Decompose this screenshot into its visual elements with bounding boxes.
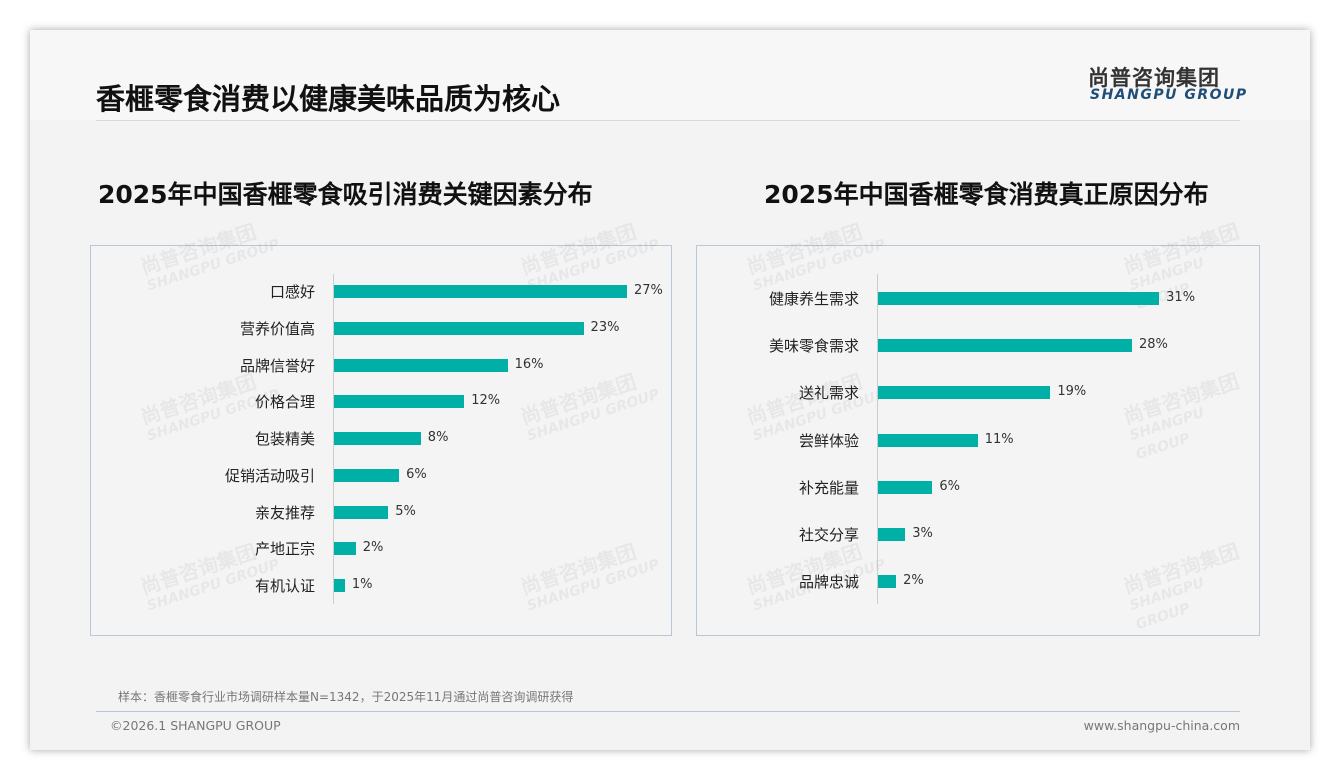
chart-title-left: 2025年中国香榧零食吸引消费关键因素分布 bbox=[98, 180, 593, 209]
watermark: 尚普咨询集团 SHANGPU GROUP bbox=[137, 219, 282, 295]
category-label: 送礼需求 bbox=[798, 384, 859, 403]
slide: 香榧零食消费以健康美味品质为核心 尚普咨询集团 SHANGPU GROUP 20… bbox=[30, 30, 1310, 750]
category-label: 尝鲜体验 bbox=[798, 431, 859, 450]
data-label: 8% bbox=[427, 430, 449, 445]
data-label: 5% bbox=[395, 503, 416, 519]
bar bbox=[334, 285, 627, 298]
data-label: 1% bbox=[351, 577, 373, 592]
category-label: 健康养生需求 bbox=[768, 290, 859, 308]
logo-en: SHANGPU GROUP bbox=[1090, 87, 1248, 103]
bar bbox=[334, 321, 584, 335]
watermark: 尚普咨询集团 SHANGPU GROUP bbox=[1120, 368, 1242, 464]
category-label: 补充能量 bbox=[798, 478, 859, 497]
y-axis bbox=[333, 274, 334, 604]
bar bbox=[878, 575, 897, 589]
data-label: 2% bbox=[362, 540, 384, 556]
copyright: ©2026.1 SHANGPU GROUP bbox=[110, 718, 281, 733]
category-label: 价格合理 bbox=[254, 393, 315, 412]
footer-divider bbox=[96, 711, 1240, 712]
category-label: 有机认证 bbox=[254, 577, 315, 595]
category-label: 包装精美 bbox=[254, 430, 315, 448]
data-label: 11% bbox=[984, 431, 1014, 447]
page-title: 香榧零食消费以健康美味品质为核心 bbox=[96, 82, 561, 116]
category-label: 产地正宗 bbox=[254, 540, 315, 559]
bar bbox=[334, 358, 508, 372]
watermark: 尚普咨询集团 SHANGPU GROUP bbox=[743, 219, 888, 295]
bar bbox=[334, 395, 465, 409]
bar bbox=[878, 480, 933, 494]
category-label: 品牌信誉好 bbox=[239, 356, 315, 375]
chart-panel-left: 尚普咨询集团 SHANGPU GROUP 尚普咨询集团 SHANGPU GROUP 尚普… bbox=[90, 219, 672, 636]
data-label: 27% bbox=[633, 283, 663, 298]
bar bbox=[878, 386, 1051, 400]
data-label: 16% bbox=[514, 356, 544, 372]
watermark: 尚普咨询集团 SHANGPU GROUP bbox=[1120, 538, 1242, 634]
bar bbox=[334, 579, 345, 592]
data-label: 12% bbox=[471, 393, 501, 409]
bar bbox=[878, 433, 978, 447]
category-label: 亲友推荐 bbox=[254, 503, 315, 522]
data-label: 6% bbox=[939, 478, 961, 494]
data-label: 31% bbox=[1166, 290, 1196, 305]
category-label: 美味零食需求 bbox=[768, 337, 859, 356]
category-label: 社交分享 bbox=[798, 526, 859, 544]
bar bbox=[334, 468, 400, 482]
bar bbox=[878, 339, 1132, 353]
bar bbox=[334, 505, 389, 519]
data-label: 28% bbox=[1138, 337, 1168, 353]
category-label: 营养价值高 bbox=[239, 319, 315, 338]
chart-panel-right: 尚普咨询集团 SHANGPU GROUP 尚普咨询集团 SHANGPU GROUP 尚普… bbox=[696, 219, 1260, 636]
bar bbox=[878, 528, 906, 541]
data-label: 3% bbox=[912, 526, 933, 541]
bar bbox=[334, 432, 421, 445]
watermark: 尚普咨询集团 SHANGPU GROUP bbox=[517, 369, 662, 445]
watermark: 尚普咨询集团 SHANGPU GROUP bbox=[517, 539, 662, 615]
data-label: 19% bbox=[1057, 384, 1087, 400]
sample-note: 样本：香榧零食行业市场调研样本量N=1342，于2025年11月通过尚普咨询调研… bbox=[118, 690, 574, 704]
y-axis bbox=[877, 274, 878, 604]
bar bbox=[878, 292, 1160, 305]
category-label: 促销活动吸引 bbox=[224, 466, 315, 485]
header bbox=[30, 30, 1310, 120]
bar bbox=[334, 542, 356, 556]
category-label: 品牌忠诚 bbox=[798, 573, 859, 592]
data-label: 6% bbox=[406, 466, 427, 482]
data-label: 2% bbox=[903, 573, 924, 589]
data-label: 23% bbox=[590, 319, 620, 335]
header-divider bbox=[96, 120, 1240, 121]
logo-cn: 尚普咨询集团 bbox=[1088, 66, 1220, 90]
website: www.shangpu-china.com bbox=[1083, 718, 1240, 733]
category-label: 口感好 bbox=[269, 283, 315, 301]
chart-title-right: 2025年中国香榧零食消费真正原因分布 bbox=[764, 180, 1209, 209]
